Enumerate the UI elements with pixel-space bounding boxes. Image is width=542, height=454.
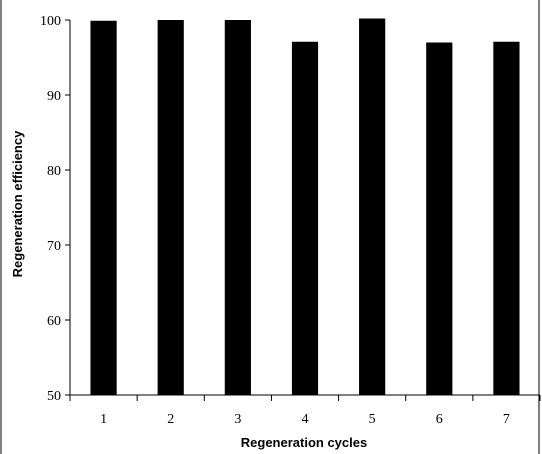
x-tick-label: 4	[302, 412, 309, 427]
x-axis	[69, 394, 541, 401]
y-tick-label: 90	[47, 89, 61, 104]
y-tick-label: 100	[40, 14, 61, 29]
bar-cycle-1	[90, 20, 117, 395]
y-tick-label: 50	[47, 389, 61, 404]
x-axis-title: Regeneration cycles	[241, 435, 367, 450]
x-tick-label: 6	[436, 412, 443, 427]
y-tick-label: 70	[47, 239, 61, 254]
x-tick-label: 2	[167, 412, 174, 427]
y-tick-label: 60	[47, 314, 61, 329]
y-axis	[65, 19, 71, 396]
bars	[90, 18, 520, 395]
bar-cycle-6	[426, 42, 453, 395]
y-tick-labels: 50 60 70 80 90 100	[40, 14, 61, 404]
x-tick-label: 3	[234, 412, 241, 427]
x-tick-label: 5	[369, 412, 376, 427]
bar-cycle-5	[359, 18, 386, 395]
y-tick-label: 80	[47, 164, 61, 179]
bar-cycle-7	[493, 41, 520, 395]
x-tick-label: 1	[100, 412, 107, 427]
bar-cycle-3	[224, 20, 251, 395]
bar-cycle-4	[291, 41, 319, 395]
y-axis-title: Regeneration efficiency	[10, 130, 25, 277]
x-tick-label: 7	[503, 412, 510, 427]
x-tick-labels: 1 2 3 4 5 6 7	[100, 412, 510, 427]
bar-cycle-2	[157, 20, 184, 395]
